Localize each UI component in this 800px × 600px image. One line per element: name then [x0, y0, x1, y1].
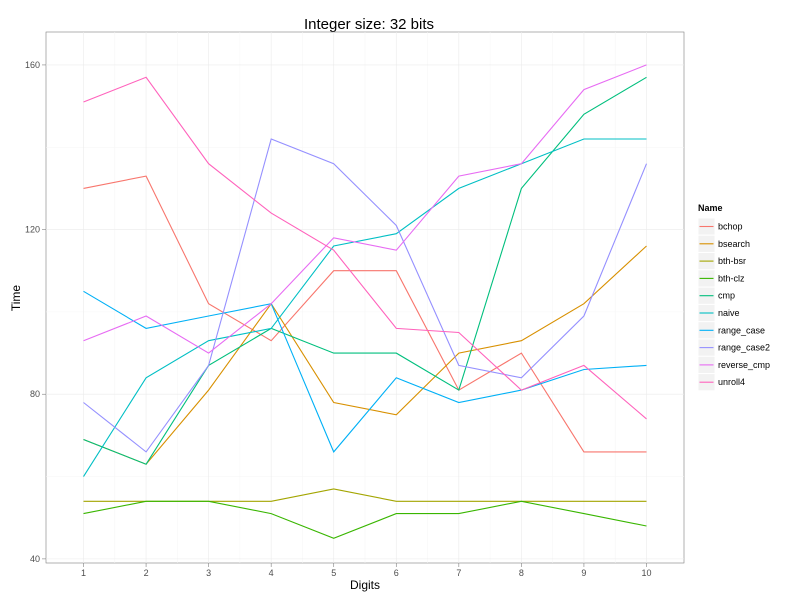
x-tick-label: 3	[206, 568, 211, 578]
series-line-reverse_cmp	[83, 64, 647, 354]
legend-label-reverse_cmp: reverse_cmp	[718, 360, 770, 370]
x-axis-title: Digits	[350, 578, 380, 592]
legend-label-range_case2: range_case2	[718, 343, 770, 353]
series-line-range_case	[83, 290, 647, 453]
x-tick-label: 10	[641, 568, 651, 578]
legend-label-cmp: cmp	[718, 291, 735, 301]
legend-label-range_case: range_case	[718, 325, 765, 335]
x-tick-label: 9	[581, 568, 586, 578]
x-tick-label: 7	[456, 568, 461, 578]
x-tick-label: 1	[81, 568, 86, 578]
legend-label-bth-bsr: bth-bsr	[718, 256, 746, 266]
y-tick-label: 120	[25, 225, 40, 235]
legend-title: Name	[698, 203, 723, 213]
y-tick-label: 40	[30, 554, 40, 564]
x-tick-label: 6	[394, 568, 399, 578]
legend-label-bth-clz: bth-clz	[718, 273, 745, 283]
y-tick-label: 160	[25, 60, 40, 70]
legend-label-bchop: bchop	[718, 222, 743, 232]
y-axis: 40 80 120 160	[25, 60, 46, 564]
legend: Name bchop bsearch bth-bsr bth-clz cmp naive r…	[697, 203, 770, 392]
chart-title: Integer size: 32 bits	[304, 16, 434, 33]
x-tick-label: 5	[331, 568, 336, 578]
series-line-bth-clz	[83, 500, 647, 539]
series-line-unroll4	[83, 76, 647, 420]
x-tick-label: 8	[519, 568, 524, 578]
series-line-range_case2	[83, 138, 648, 453]
legend-label-bsearch: bsearch	[718, 239, 750, 249]
y-tick-label: 80	[30, 389, 40, 399]
x-tick-label: 2	[144, 568, 149, 578]
x-axis: 1 2 3 4 5 6 7 8 9 10	[81, 563, 651, 578]
legend-label-naive: naive	[718, 308, 740, 318]
x-tick-label: 4	[269, 568, 274, 578]
y-axis-title: Time	[9, 285, 23, 312]
series-line-bsearch	[83, 245, 647, 465]
series-line-bchop	[83, 175, 647, 453]
legend-label-unroll4: unroll4	[718, 377, 745, 387]
grid	[46, 32, 684, 563]
series-line-naive	[83, 138, 647, 477]
series-lines	[83, 64, 648, 539]
